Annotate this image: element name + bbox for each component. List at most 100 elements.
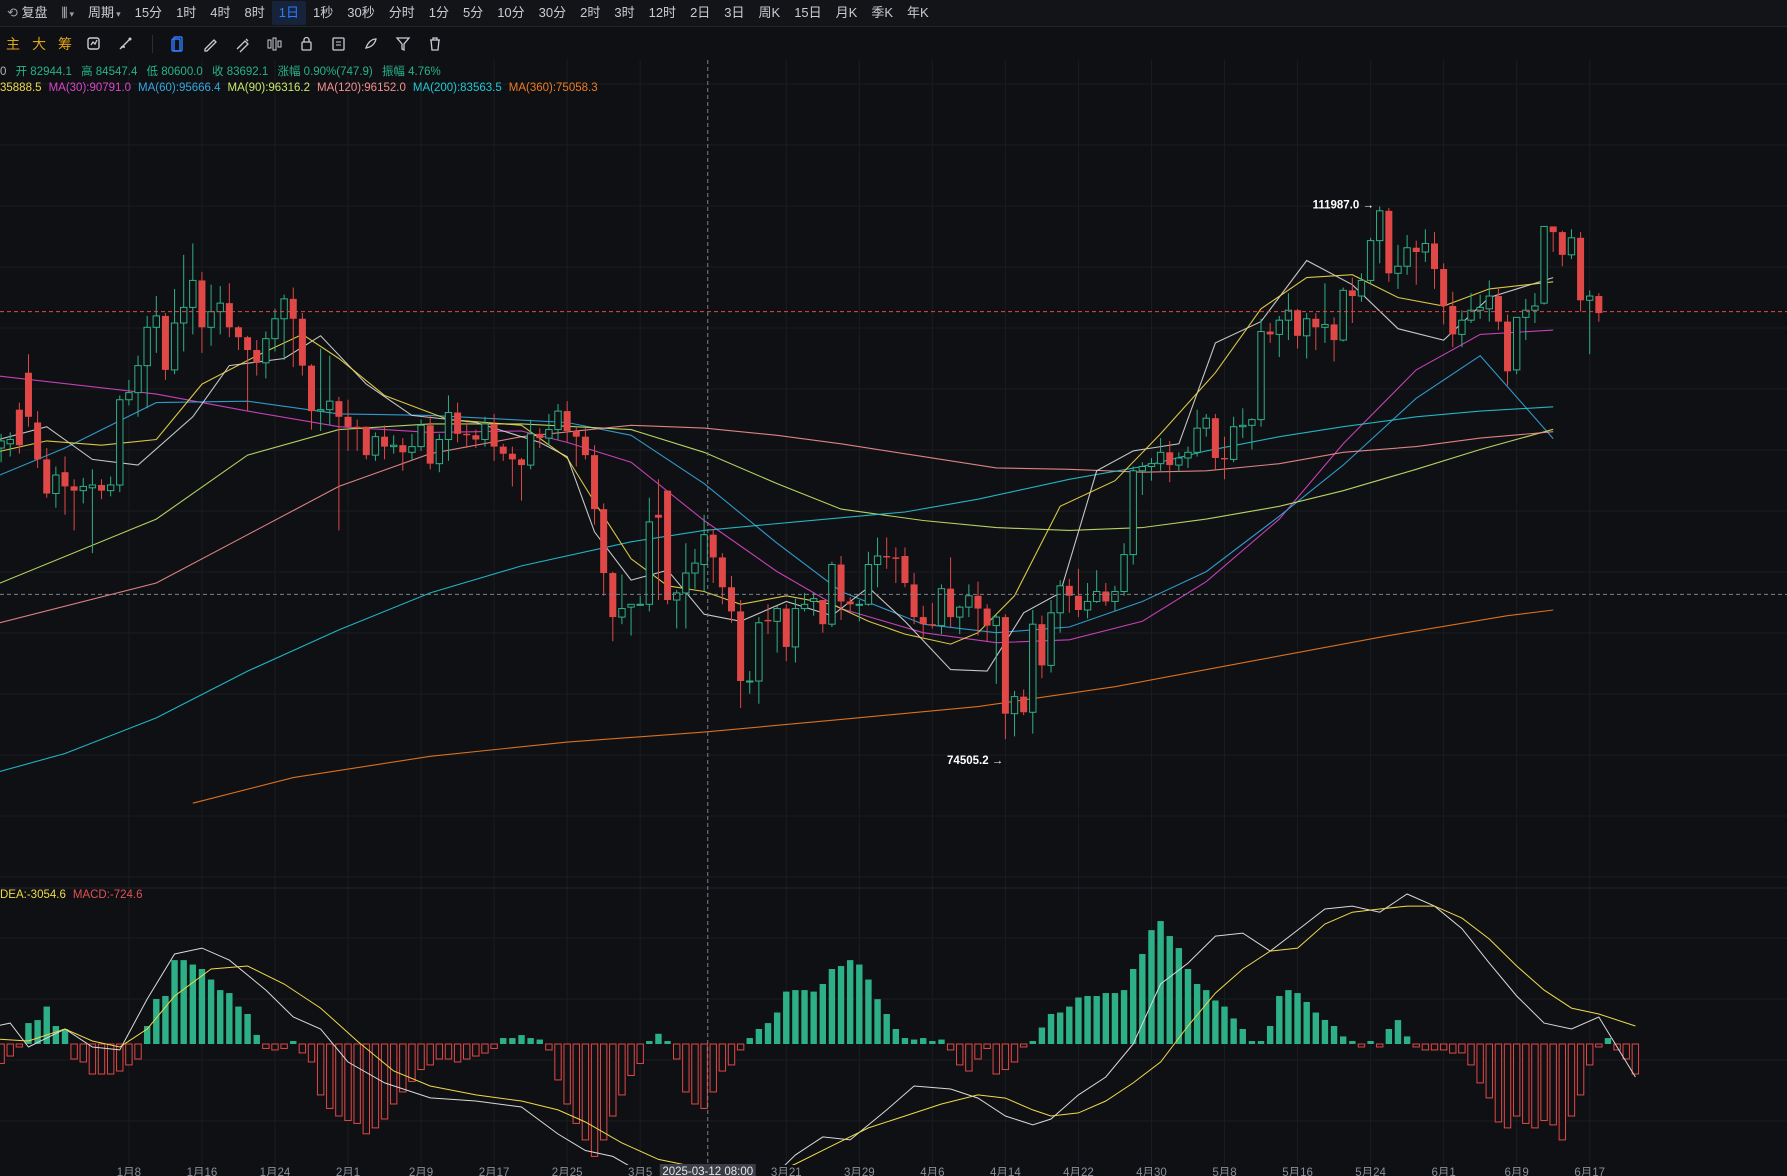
indicator-icon[interactable]: [85, 35, 103, 53]
interval-button[interactable]: 1时: [176, 5, 197, 20]
brush-icon[interactable]: [362, 35, 380, 53]
interval-button[interactable]: 10分: [497, 5, 525, 20]
interval-button[interactable]: 2日: [690, 5, 711, 20]
macd-bar: [1586, 1043, 1594, 1066]
x-tick-label: 6月17: [1574, 1167, 1605, 1176]
interval-button[interactable]: 1秒: [313, 5, 334, 20]
info-prefix: 0: [0, 66, 7, 78]
candle-body: [737, 611, 745, 682]
draw-icon[interactable]: [117, 35, 135, 53]
filter-icon[interactable]: [394, 35, 412, 53]
toolbar-separator: [152, 35, 153, 53]
macd-bar: [1184, 969, 1192, 1044]
candle-body: [855, 603, 864, 606]
macd-bar: [307, 1043, 316, 1063]
interval-button[interactable]: 季K: [871, 5, 894, 20]
macd-bar: [801, 990, 808, 1044]
interval-button[interactable]: 周K: [758, 5, 781, 20]
macd-bar: [856, 964, 863, 1044]
macd-bar: [1130, 969, 1137, 1044]
interval-button[interactable]: 30分: [538, 5, 567, 20]
interval-toolbar: ⟲ 复盘 ⫼ ▾ 周期 ▾ 15分 1时 4时 8时 1日 1秒 30秒 分时 1分 5分 10分 30分…: [0, 0, 1787, 27]
interval-button[interactable]: 2时: [580, 5, 601, 20]
macd-bar: [1120, 990, 1128, 1044]
ohlc-info: 0 开 82944.1 高 84547.4 低 80600.0 收 83692.…: [0, 63, 447, 79]
interval-button[interactable]: 15日: [794, 5, 822, 20]
candle-body: [1366, 240, 1375, 281]
interval-button[interactable]: 1分: [428, 5, 449, 20]
candle-body: [1504, 321, 1512, 372]
interval-button[interactable]: 月K: [835, 5, 858, 20]
candle-body: [481, 423, 489, 441]
interval-button[interactable]: 15分: [134, 5, 163, 20]
macd-bar: [1212, 1000, 1219, 1044]
mode-button[interactable]: 大: [32, 36, 46, 52]
macd-bar: [25, 1023, 32, 1044]
macd-bar: [171, 960, 178, 1044]
magnet-icon[interactable]: [266, 35, 284, 53]
mode-button[interactable]: 主: [6, 36, 20, 52]
restore-button[interactable]: ⟲ 复盘: [0, 1, 55, 25]
candle-body: [536, 433, 544, 439]
ma-legend-item: MA(120):96152.0: [316, 82, 406, 94]
interval-list: 15分 1时 4时 8时 1日 1秒 30秒 分时 1分 5分 10分 30分 2时 3时 12时 2日 3日周…: [128, 1, 936, 25]
candle-body: [755, 622, 763, 682]
candle-body: [883, 556, 891, 558]
candle-body: [1166, 452, 1174, 466]
macd-bar: [88, 1043, 97, 1075]
candle-body: [43, 459, 51, 494]
mode-button[interactable]: 筹: [58, 36, 72, 52]
grid: [0, 60, 1787, 1165]
candle-body: [764, 619, 772, 622]
shape-icon[interactable]: [234, 35, 252, 53]
candle-body: [490, 423, 498, 447]
macd-bar: [1001, 1043, 1010, 1071]
candle-body: [910, 584, 918, 618]
candlestick-series: [0, 206, 1603, 740]
candle-body: [472, 435, 480, 440]
interval-button[interactable]: 30秒: [347, 5, 375, 20]
macd-bar: [1148, 930, 1155, 1044]
interval-button[interactable]: 8时: [244, 5, 265, 20]
interval-button[interactable]: 1日: [271, 1, 306, 25]
interval-button[interactable]: 3日: [724, 5, 745, 20]
candle-body: [1321, 323, 1329, 328]
candle-body: [116, 399, 124, 486]
interval-button[interactable]: 4时: [210, 5, 231, 20]
interval-button[interactable]: 3时: [614, 5, 635, 20]
interval-button[interactable]: 12时: [648, 5, 677, 20]
interval-button[interactable]: 分时: [388, 5, 415, 20]
candle-body: [1266, 331, 1274, 335]
pen-icon[interactable]: [202, 35, 220, 53]
macd-bar: [244, 1014, 251, 1044]
ma-legend-item: MA(360):75058.3: [508, 82, 598, 94]
interval-button[interactable]: 年K: [907, 5, 929, 20]
chart-style-dropdown[interactable]: ⫼ ▾: [55, 1, 82, 25]
candle-body: [1522, 309, 1530, 318]
macd-bar: [1485, 1043, 1493, 1099]
candle-body: [371, 436, 380, 456]
macd-bar: [226, 993, 233, 1044]
macd-bar: [481, 1043, 489, 1054]
trash-icon[interactable]: [426, 35, 444, 53]
macd-bar: [599, 1043, 608, 1141]
macd-bar: [709, 1043, 717, 1093]
macd-bar: [1321, 1019, 1329, 1044]
x-tick-label: 3月5: [628, 1167, 652, 1176]
candle-body: [563, 411, 571, 431]
macd-bar: [1494, 1043, 1503, 1123]
note-icon[interactable]: [330, 35, 348, 53]
interval-button[interactable]: 5分: [462, 5, 484, 20]
ma-line-ma30: [0, 329, 1554, 644]
period-dropdown[interactable]: 周期 ▾: [81, 1, 128, 25]
candle-body: [1586, 295, 1594, 301]
candle-body: [864, 564, 873, 605]
macd-bar: [290, 1041, 297, 1044]
macd-bar: [1604, 1038, 1612, 1044]
lock-icon[interactable]: [298, 35, 316, 53]
macd-bar: [1157, 921, 1164, 1044]
candle-body: [1494, 296, 1502, 322]
ruler-icon[interactable]: [170, 35, 188, 53]
candle-body: [1403, 247, 1411, 267]
